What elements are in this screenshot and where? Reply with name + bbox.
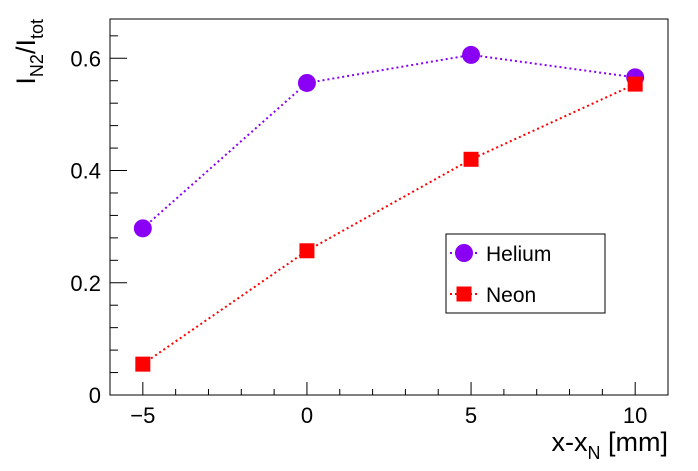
- x-axis-title: x-xN [mm]: [552, 427, 669, 463]
- y-axis-title-sub1: N2: [27, 54, 47, 77]
- y-axis-title-base2: I: [11, 39, 41, 47]
- x-tick-label: −5: [130, 403, 155, 428]
- x-axis-title-base: x-x: [552, 427, 588, 457]
- series-line-neon: [142, 83, 636, 365]
- y-axis-title-slash: /: [11, 46, 41, 54]
- y-tick-label: 0.6: [70, 46, 101, 71]
- y-axis-title-base1: I: [11, 77, 41, 85]
- legend-helium-marker: [455, 244, 473, 262]
- data-point-neon: [627, 76, 643, 92]
- y-tick-label: 0: [89, 383, 101, 408]
- data-point-helium: [297, 73, 316, 92]
- x-tick-label: 5: [465, 403, 477, 428]
- data-point-neon: [299, 243, 315, 259]
- legend-neon-marker: [456, 286, 472, 302]
- series-layer: [133, 45, 645, 372]
- y-tick-label: 0.4: [70, 159, 101, 184]
- tick-labels: −5 0 5 10 0 0.2 0.4 0.6: [70, 46, 647, 428]
- x-tick-label: 0: [301, 403, 313, 428]
- data-point-helium: [462, 45, 481, 64]
- legend-neon-label: Neon: [486, 284, 536, 307]
- y-tick-label: 0.2: [70, 271, 101, 296]
- legend: Helium Neon: [445, 233, 606, 314]
- x-tick-label: 10: [623, 403, 647, 428]
- legend-entry-neon: Neon: [450, 284, 536, 307]
- legend-box: [445, 233, 606, 314]
- data-point-neon: [135, 356, 151, 372]
- data-point-neon: [463, 151, 479, 167]
- y-axis-title-sub2: tot: [27, 19, 47, 39]
- y-axis-title: IN2/Itot: [11, 19, 47, 85]
- x-axis-title-sub: N: [588, 443, 601, 463]
- legend-helium-label: Helium: [486, 243, 551, 266]
- legend-entry-helium: Helium: [450, 243, 551, 266]
- axis-ticks: [109, 35, 669, 396]
- plot-frame: [109, 18, 669, 396]
- data-point-helium: [133, 219, 152, 238]
- series-line-helium: [142, 53, 636, 230]
- x-axis-title-tail: [mm]: [601, 427, 669, 457]
